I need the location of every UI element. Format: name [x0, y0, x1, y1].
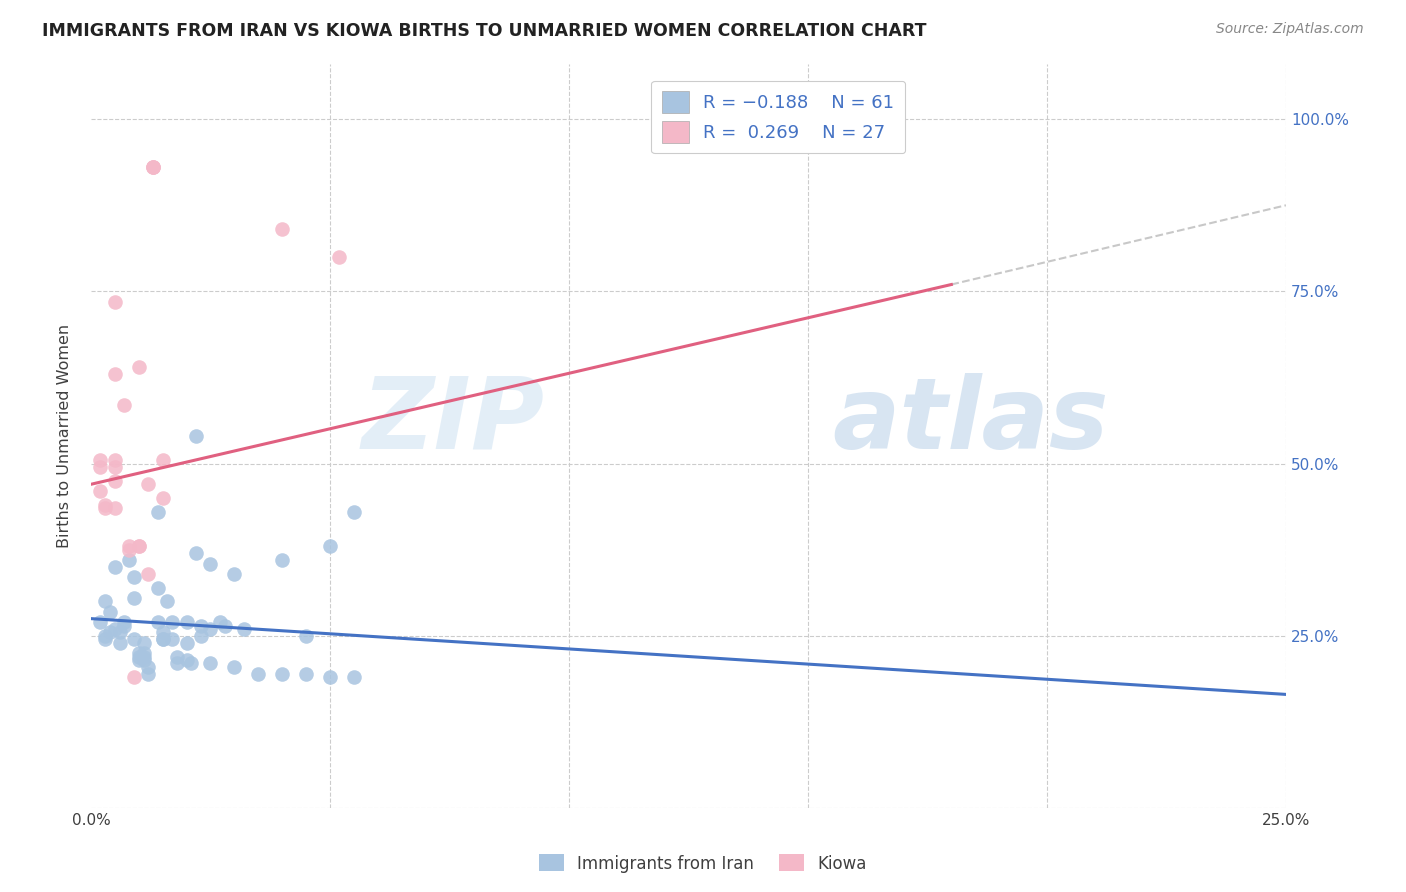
Point [208, 615, 231, 629]
Point [122, 670, 145, 684]
Point [224, 660, 246, 674]
Point [136, 477, 159, 491]
Point [104, 367, 127, 381]
Point [166, 657, 188, 671]
Point [128, 653, 150, 667]
Point [112, 618, 135, 632]
Point [295, 666, 318, 681]
Point [200, 622, 222, 636]
Point [128, 539, 150, 553]
Point [190, 618, 212, 632]
Text: atlas: atlas [832, 373, 1108, 470]
Point [112, 615, 135, 629]
Point [152, 625, 174, 640]
Point [343, 670, 366, 684]
Point [128, 360, 150, 375]
Point [118, 542, 141, 557]
Point [89, 484, 111, 499]
Point [160, 632, 183, 647]
Point [152, 632, 174, 647]
Point [104, 294, 127, 309]
Point [89, 615, 111, 629]
Point [271, 666, 294, 681]
Point [224, 566, 246, 581]
Point [160, 615, 183, 629]
Point [142, 161, 165, 175]
Point [89, 460, 111, 475]
Point [146, 505, 169, 519]
Point [146, 615, 169, 629]
Point [319, 539, 342, 553]
Point [136, 660, 159, 674]
Point [200, 657, 222, 671]
Point [271, 222, 294, 236]
Point [156, 594, 179, 608]
Point [128, 539, 150, 553]
Point [89, 453, 111, 467]
Point [104, 501, 127, 516]
Point [190, 629, 212, 643]
Point [132, 653, 155, 667]
Point [214, 618, 236, 632]
Y-axis label: Births to Unmarried Women: Births to Unmarried Women [58, 324, 72, 548]
Point [94, 632, 117, 647]
Point [184, 429, 207, 443]
Point [122, 591, 145, 605]
Legend: Immigrants from Iran, Kiowa: Immigrants from Iran, Kiowa [533, 847, 873, 880]
Point [128, 646, 150, 660]
Point [232, 622, 254, 636]
Point [247, 666, 270, 681]
Point [152, 491, 174, 505]
Point [176, 653, 198, 667]
Point [132, 649, 155, 664]
Point [271, 553, 294, 567]
Point [98, 625, 121, 640]
Point [104, 474, 127, 488]
Point [118, 553, 141, 567]
Text: ZIP: ZIP [361, 373, 546, 470]
Point [108, 625, 131, 640]
Text: IMMIGRANTS FROM IRAN VS KIOWA BIRTHS TO UNMARRIED WOMEN CORRELATION CHART: IMMIGRANTS FROM IRAN VS KIOWA BIRTHS TO … [42, 22, 927, 40]
Point [319, 670, 342, 684]
Point [94, 594, 117, 608]
Point [152, 453, 174, 467]
Point [108, 636, 131, 650]
Point [136, 666, 159, 681]
Point [122, 632, 145, 647]
Point [142, 161, 165, 175]
Point [152, 632, 174, 647]
Point [118, 539, 141, 553]
Point [122, 570, 145, 584]
Point [136, 566, 159, 581]
Point [142, 161, 165, 175]
Point [146, 581, 169, 595]
Point [176, 636, 198, 650]
Legend: R = −0.188    N = 61, R =  0.269    N = 27: R = −0.188 N = 61, R = 0.269 N = 27 [651, 80, 905, 153]
Point [104, 453, 127, 467]
Point [200, 557, 222, 571]
Point [132, 636, 155, 650]
Point [104, 560, 127, 574]
Point [132, 646, 155, 660]
Point [295, 629, 318, 643]
Point [94, 629, 117, 643]
Point [94, 501, 117, 516]
Point [184, 546, 207, 560]
Text: Source: ZipAtlas.com: Source: ZipAtlas.com [1216, 22, 1364, 37]
Point [343, 505, 366, 519]
Point [180, 657, 202, 671]
Point [112, 398, 135, 412]
Point [176, 615, 198, 629]
Point [104, 622, 127, 636]
Point [166, 649, 188, 664]
Point [128, 649, 150, 664]
Point [328, 250, 350, 264]
Point [98, 605, 121, 619]
Point [104, 460, 127, 475]
Point [94, 498, 117, 512]
